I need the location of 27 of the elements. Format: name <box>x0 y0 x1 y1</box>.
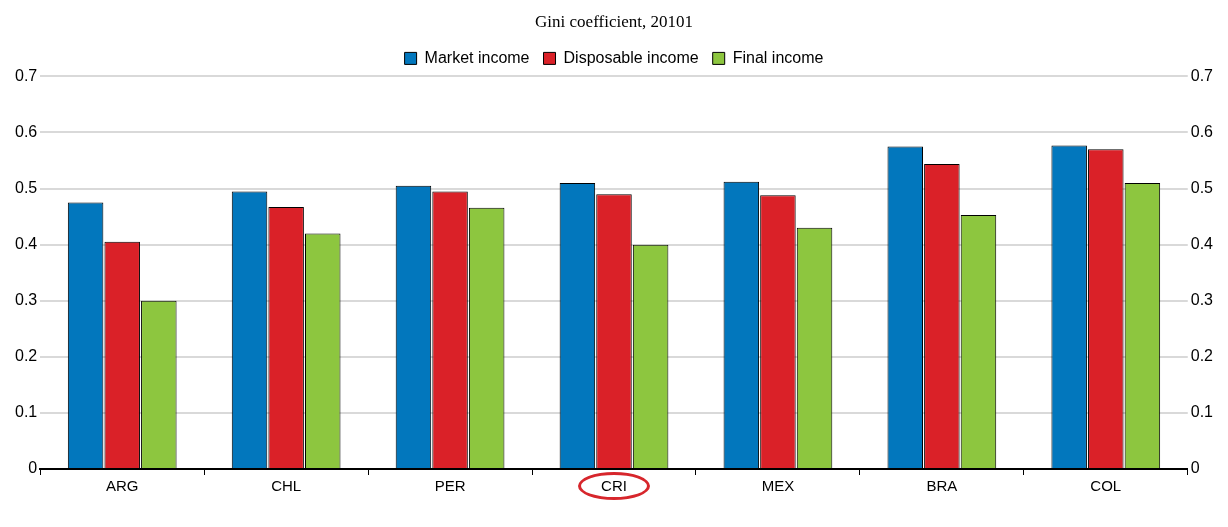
x-tick-label: CHL <box>271 477 302 495</box>
chart-title: Gini coefficient, 20101 <box>535 11 693 31</box>
y-tick-label: 0.2 <box>14 347 38 365</box>
y2-tick-label: 0.6 <box>1190 122 1214 140</box>
y2-tick-label: 0.1 <box>1190 403 1214 421</box>
y2-tick-label: 0.5 <box>1190 178 1214 196</box>
legend-label: Final income <box>732 48 824 66</box>
x-tick-label: CRI <box>601 477 627 495</box>
x-tick-label: MEX <box>761 477 795 495</box>
y-tick-label: 0.1 <box>14 403 38 421</box>
y-tick-label: 0 <box>28 459 38 477</box>
y2-tick-label: 0.3 <box>1190 291 1214 309</box>
x-tick-label: PER <box>434 477 466 495</box>
y2-tick-label: 0.7 <box>1190 66 1214 84</box>
y-tick-label: 0.7 <box>14 66 38 84</box>
y-tick-label: 0.5 <box>14 178 38 196</box>
y-tick-label: 0.4 <box>14 235 38 253</box>
x-tick-label: BRA <box>926 477 958 495</box>
y-tick-label: 0.3 <box>14 291 38 309</box>
x-tick-label: COL <box>1090 477 1122 495</box>
legend-label: Disposable income <box>563 48 699 66</box>
y2-tick-label: 0.4 <box>1190 235 1214 253</box>
legend-label: Market income <box>424 48 530 66</box>
y-tick-label: 0.6 <box>14 122 38 140</box>
y2-tick-label: 0 <box>1190 459 1200 477</box>
y2-tick-label: 0.2 <box>1190 347 1214 365</box>
x-tick-label: ARG <box>105 477 139 495</box>
